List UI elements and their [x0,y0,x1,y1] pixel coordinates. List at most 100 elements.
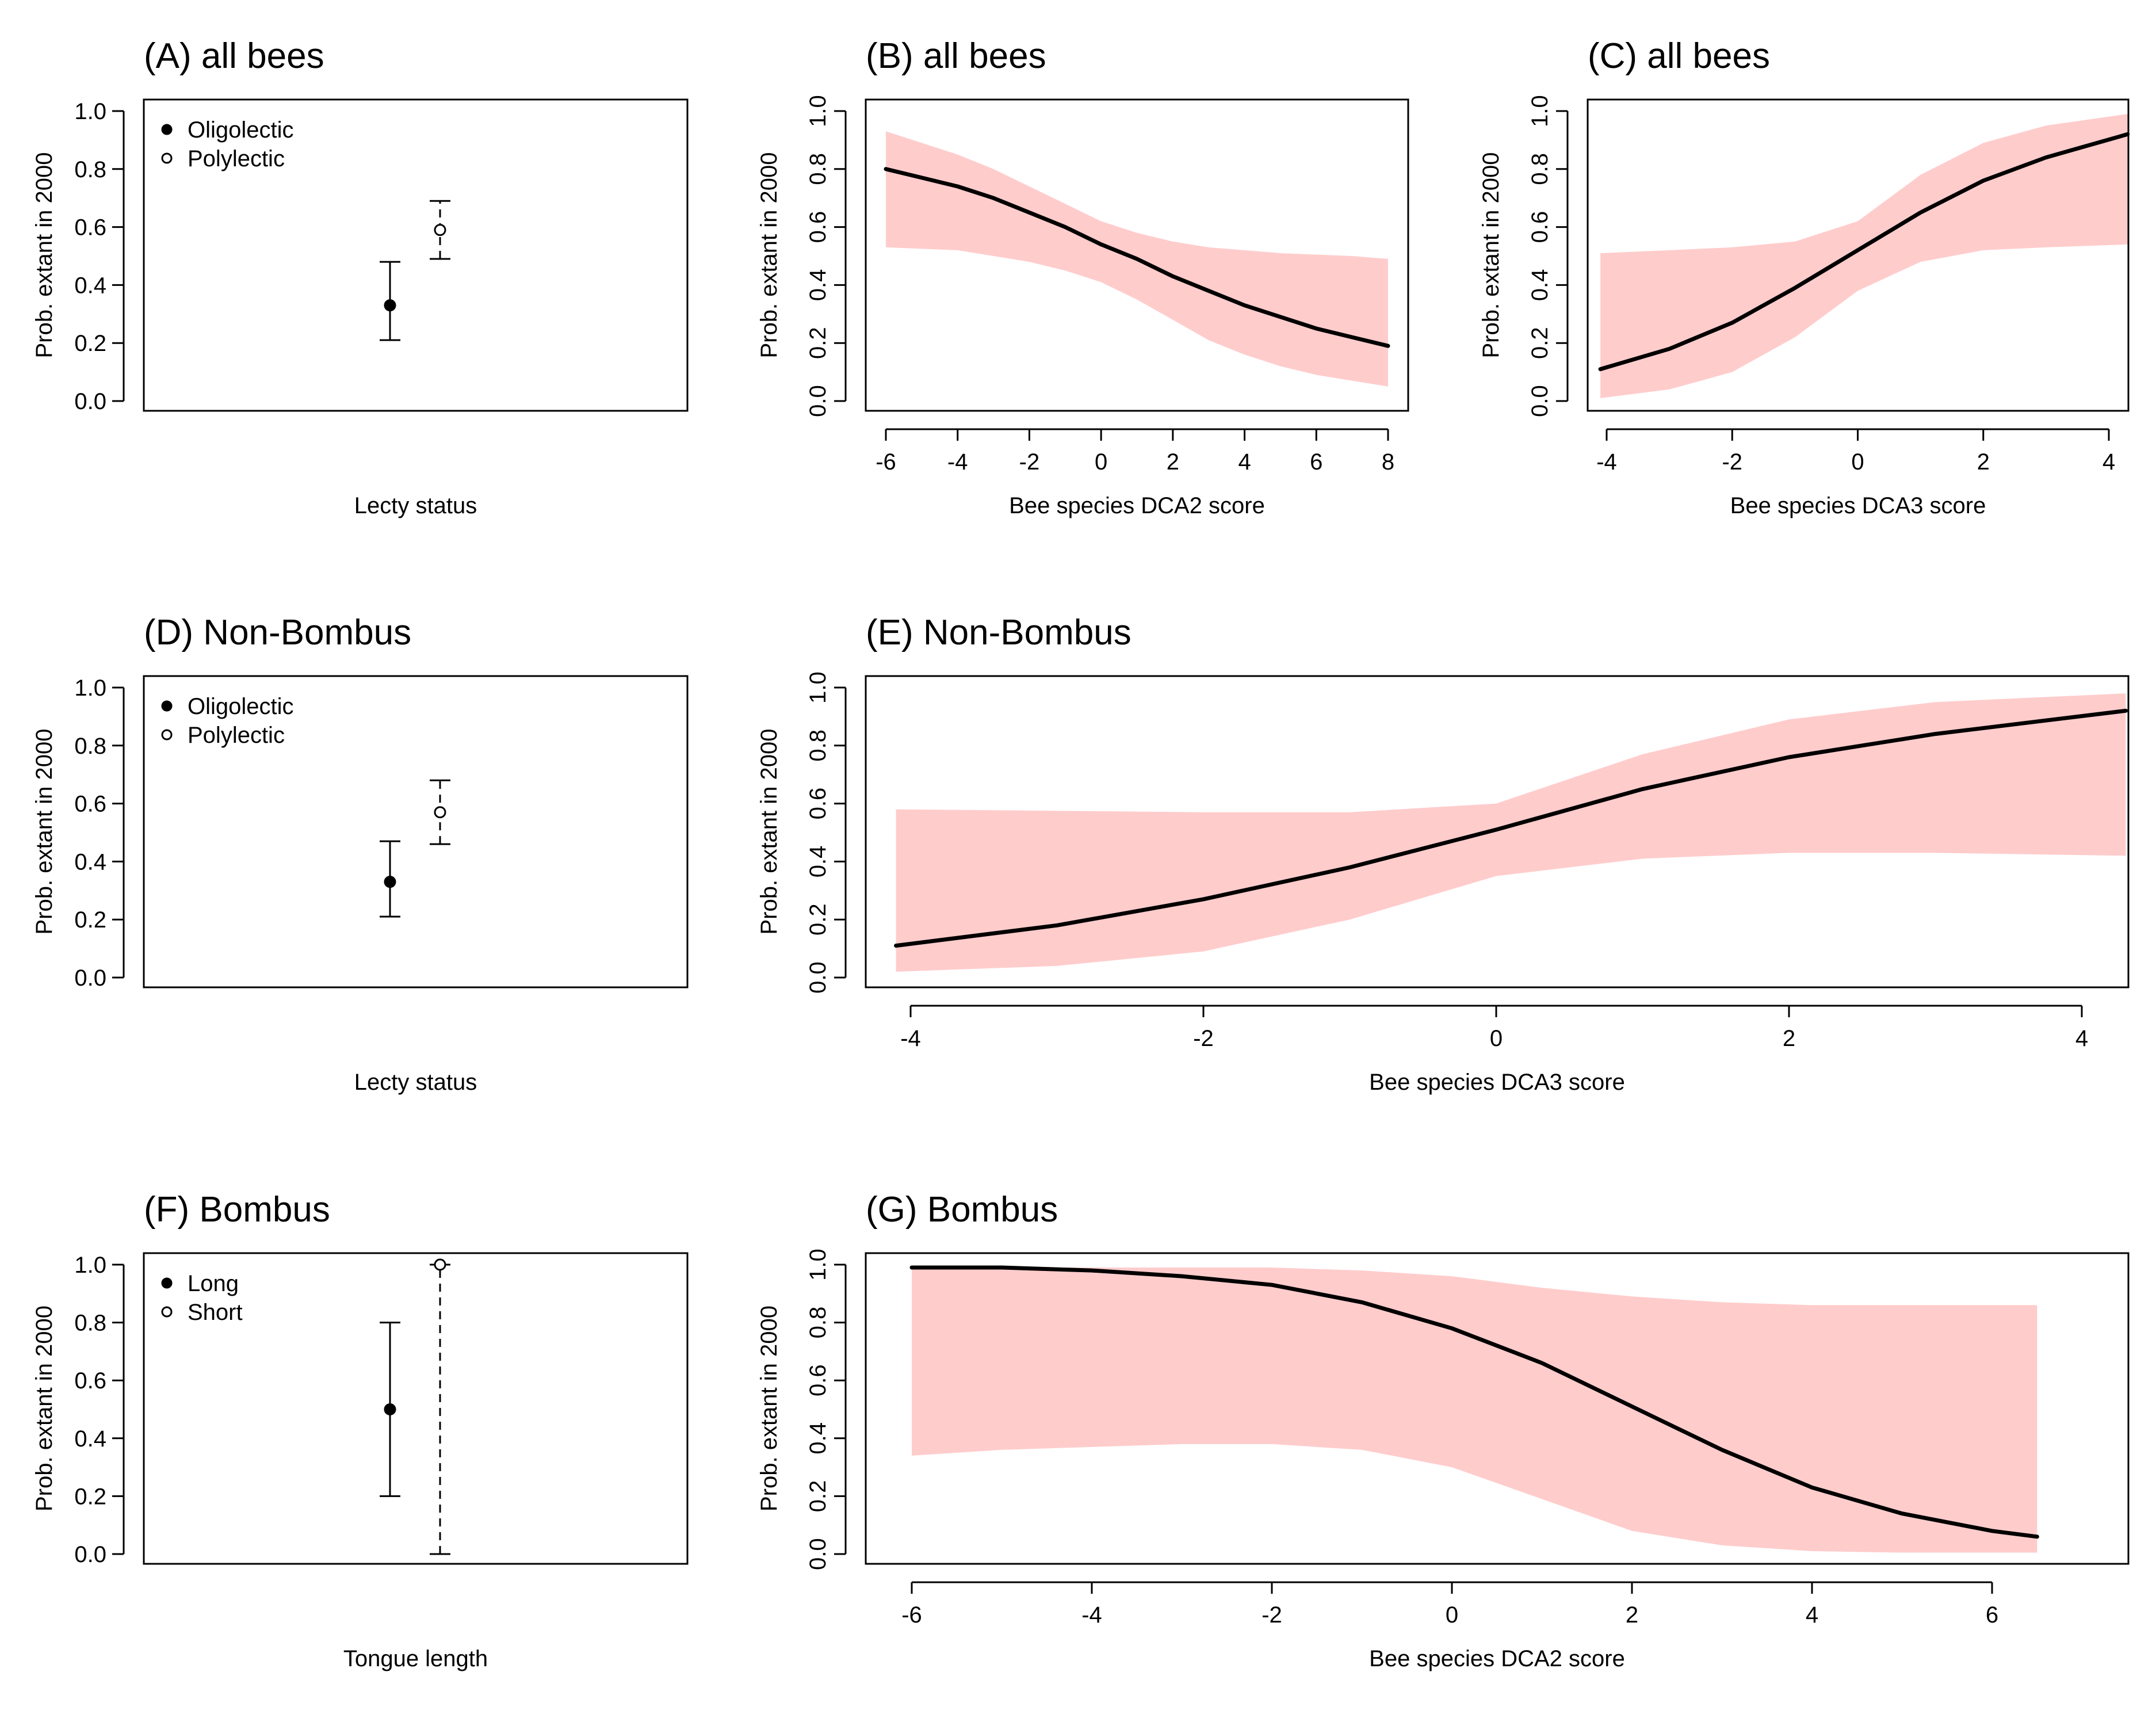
legend-marker [161,1277,173,1289]
y-tick-label: 0.6 [805,211,831,243]
x-tick-label: -6 [876,449,896,475]
y-tick-label: 0.6 [1527,211,1553,243]
mean-point [434,224,446,236]
legend-marker [161,152,173,164]
panel-title: (C) all bees [1588,36,1770,76]
y-tick-label: 0.4 [805,846,831,878]
x-tick-label: -2 [1193,1026,1214,1051]
y-tick-label: 1.0 [74,1253,106,1278]
panel-a: (A) all bees 0.0 0.2 0.4 0.6 0.8 1.0 Prob. exta… [32,36,689,518]
x-tick-label: 4 [1238,449,1251,475]
y-tick-label: 0.8 [74,157,106,182]
x-tick-label: -2 [1019,449,1040,475]
mean-point [384,1403,396,1415]
y-tick-label: 0.4 [805,1422,831,1455]
legend-label: Long [188,1271,239,1296]
x-tick-label: -4 [1596,449,1617,475]
confidence-band [1600,114,2128,398]
y-tick-label: 1.0 [1527,95,1553,127]
y-tick-label: 0.8 [74,734,106,759]
fitted-curve [894,708,2128,948]
x-tick-label: 0 [1095,449,1107,475]
confidence-band [912,1268,2038,1553]
x-axis-label: Bee species DCA3 score [1369,1070,1625,1095]
x-axis-label: Bee species DCA2 score [1369,1646,1625,1671]
x-tick-label: -2 [1262,1602,1282,1628]
x-tick-label: 0 [1851,449,1864,475]
y-tick-label: 1.0 [74,675,106,701]
legend-marker [161,124,173,135]
x-tick-label: 6 [1986,1602,1998,1628]
fitted-curve [909,1265,2039,1539]
y-tick-label: 0.6 [805,788,831,820]
plot-frame [865,98,1409,412]
legend-label: Polylectic [188,146,285,171]
plot-frame [1587,98,2130,412]
y-tick-label: 1.0 [805,95,831,127]
y-tick-label: 0.0 [805,1538,831,1570]
y-axis-label: Prob. extant in 2000 [756,1305,782,1511]
y-tick-label: 0.2 [805,903,831,936]
legend-marker [161,729,173,740]
y-tick-label: 0.0 [805,385,831,417]
y-tick-label: 0.0 [74,965,106,991]
panel-e: (E) Non-Bombus 0.0 0.2 0.4 0.6 0.8 1.0 Prob. ex… [756,613,2130,1095]
y-tick-label: 0.4 [74,849,106,875]
legend-label: Oligolectic [188,117,294,143]
x-tick-label: 2 [1783,1026,1795,1051]
x-axis-label: Bee species DCA2 score [1009,493,1265,518]
y-tick-label: 0.6 [74,1368,106,1394]
y-tick-label: 0.2 [1527,327,1553,359]
panel-g: (G) Bombus 0.0 0.2 0.4 0.6 0.8 1.0 Prob. extant… [756,1190,2130,1671]
x-tick-label: 2 [1977,449,1990,475]
x-axis-label: Tongue length [343,1646,488,1671]
y-tick-label: 0.2 [74,1484,106,1509]
panel-d: (D) Non-Bombus 0.0 0.2 0.4 0.6 0.8 1.0 Prob. ex… [32,613,689,1095]
y-tick-label: 1.0 [74,99,106,124]
panel-title: (A) all bees [144,36,324,76]
panel-title: (D) Non-Bombus [144,613,411,652]
y-tick-label: 0.2 [74,907,106,933]
y-tick-label: 0.2 [74,331,106,356]
y-tick-label: 0.8 [805,730,831,762]
y-tick-label: 0.4 [1527,269,1553,301]
legend-label: Oligolectic [188,694,294,719]
panel-c: (C) all bees 0.0 0.2 0.4 0.6 0.8 1.0 Prob. exta… [1478,36,2130,518]
panel-title: (F) Bombus [144,1190,330,1230]
y-tick-label: 0.2 [805,327,831,359]
y-tick-label: 0.4 [805,269,831,301]
plot-frame [865,1252,2130,1565]
y-tick-label: 0.0 [1527,385,1553,417]
y-tick-label: 0.0 [74,1542,106,1567]
legend-marker [161,700,173,712]
y-tick-label: 0.4 [74,273,106,298]
x-tick-label: 4 [2075,1026,2088,1051]
y-tick-label: 0.6 [74,792,106,817]
legend-label: Short [188,1300,243,1325]
x-tick-label: -4 [1081,1602,1102,1628]
x-axis-label: Lecty status [354,1070,477,1095]
legend-marker [161,1306,173,1318]
panel-f: (F) Bombus 0.0 0.2 0.4 0.6 0.8 1.0 Prob. extant… [32,1190,689,1671]
y-axis-label: Prob. extant in 2000 [32,1305,57,1511]
y-tick-label: 0.4 [74,1426,106,1452]
mean-point [434,806,446,819]
mean-point [384,299,396,312]
x-tick-label: 0 [1446,1602,1458,1628]
y-tick-label: 1.0 [805,1249,831,1281]
x-tick-label: -4 [947,449,968,475]
panel-title: (G) Bombus [866,1190,1058,1230]
x-axis-label: Lecty status [354,493,477,518]
y-tick-label: 0.8 [1527,153,1553,185]
y-tick-label: 0.6 [74,215,106,241]
mean-point [384,876,396,888]
plot-frame [143,1252,689,1565]
confidence-band [896,693,2126,972]
y-tick-label: 1.0 [805,671,831,704]
legend-label: Polylectic [188,723,285,748]
x-tick-label: -4 [900,1026,921,1051]
x-tick-label: 6 [1310,449,1322,475]
plot-frame [143,675,689,988]
y-axis-label: Prob. extant in 2000 [32,152,57,358]
